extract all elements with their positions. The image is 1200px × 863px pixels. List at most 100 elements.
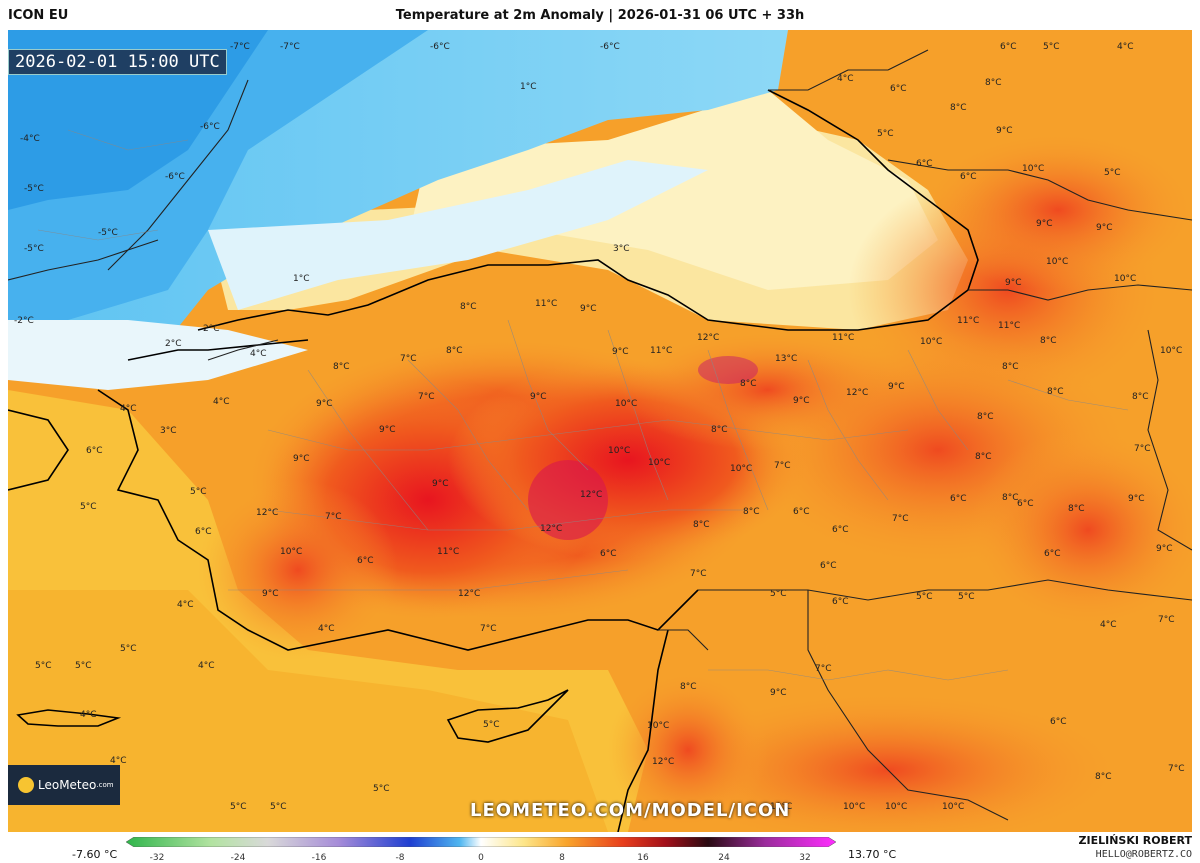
author-name: ZIELIŃSKI ROBERT [1078, 834, 1192, 847]
temperature-label: 12°C [540, 524, 563, 534]
temperature-label: 10°C [608, 446, 631, 456]
temperature-label: 5°C [958, 592, 975, 602]
temperature-label: 6°C [960, 172, 977, 182]
temperature-label: 6°C [1050, 717, 1067, 727]
temperature-label: 4°C [1117, 42, 1134, 52]
temperature-label: 5°C [120, 644, 137, 654]
temperature-label: 8°C [1040, 336, 1057, 346]
temperature-label: -6°C [200, 122, 220, 132]
temperature-label: 2°C [165, 339, 182, 349]
temperature-label: 11°C [998, 321, 1021, 331]
logo-suffix: .com [96, 781, 114, 789]
temperature-label: 12°C [458, 589, 481, 599]
temperature-label: 9°C [1156, 544, 1173, 554]
temperature-label: 12°C [652, 757, 675, 767]
temperature-label: 6°C [357, 556, 374, 566]
temperature-label: 2°C [203, 324, 220, 334]
temperature-label: 8°C [1095, 772, 1112, 782]
temperature-label: 5°C [35, 661, 52, 671]
temperature-label: 8°C [975, 452, 992, 462]
logo-brand: LeoMeteo [38, 778, 97, 792]
temperature-label: -6°C [430, 42, 450, 52]
temperature-label: 10°C [843, 802, 866, 812]
temperature-label: 10°C [1022, 164, 1045, 174]
temperature-label: 5°C [916, 592, 933, 602]
temperature-label: -7°C [280, 42, 300, 52]
model-name: ICON EU [8, 8, 69, 23]
author-email[interactable]: HELLO@ROBERTZ.CO [1095, 849, 1192, 860]
temperature-label: 1°C [293, 274, 310, 284]
temperature-label: -7°C [230, 42, 250, 52]
temperature-label: 5°C [770, 589, 787, 599]
temperature-label: 6°C [832, 525, 849, 535]
temperature-label: 10°C [942, 802, 965, 812]
temperature-label: 7°C [480, 624, 497, 634]
temperature-label: 8°C [1068, 504, 1085, 514]
temperature-label: 6°C [832, 597, 849, 607]
colorbar-tick-label: -16 [311, 853, 327, 863]
temperature-label: 9°C [262, 589, 279, 599]
colorbar-tick-label: 0 [478, 853, 484, 863]
temperature-label: 10°C [648, 458, 671, 468]
header-bar: ICON EU Temperature at 2m Anomaly | 2026… [0, 0, 1200, 30]
temperature-label: 10°C [1160, 346, 1183, 356]
temperature-label: 7°C [1158, 615, 1175, 625]
temperature-label: 8°C [740, 379, 757, 389]
colorbar-tick-label: -24 [230, 853, 246, 863]
temperature-label: 3°C [160, 426, 177, 436]
temperature-label: 8°C [950, 103, 967, 113]
temperature-label: 4°C [120, 404, 137, 414]
temperature-label: 9°C [793, 396, 810, 406]
temperature-label: 9°C [293, 454, 310, 464]
temperature-label: 5°C [1043, 42, 1060, 52]
valid-time-badge: 2026-02-01 15:00 UTC [8, 49, 227, 75]
temperature-label: 10°C [1046, 257, 1069, 267]
temperature-label: 7°C [1168, 764, 1185, 774]
colorbar-tick-label: 8 [559, 853, 565, 863]
temperature-label: -5°C [98, 228, 118, 238]
temperature-label: 8°C [680, 682, 697, 692]
temperature-label: 6°C [1000, 42, 1017, 52]
temperature-label: 8°C [333, 362, 350, 372]
temperature-label: 8°C [446, 346, 463, 356]
temperature-label: 12°C [697, 333, 720, 343]
temperature-label: 10°C [615, 399, 638, 409]
temperature-label: 10°C [647, 721, 670, 731]
temperature-label: 8°C [743, 507, 760, 517]
temperature-label: 10°C [920, 337, 943, 347]
temperature-label: 6°C [1017, 499, 1034, 509]
weather-map[interactable]: -7°C -7°C -6°C -6°C 1°C -6°C -4°C -6°C -5°C -5°C -… [8, 30, 1192, 832]
colorbar-tick-label: -32 [149, 853, 165, 863]
temperature-label: 3°C [613, 244, 630, 254]
temperature-label: 9°C [1005, 278, 1022, 288]
colorbar-tick-label: 24 [718, 853, 730, 863]
temperature-label: 5°C [1104, 168, 1121, 178]
temperature-label: -5°C [24, 184, 44, 194]
temperature-label: 4°C [250, 349, 267, 359]
temperature-label: 12°C [256, 508, 279, 518]
temperature-label: 5°C [373, 784, 390, 794]
temperature-label: -2°C [14, 316, 34, 326]
temperature-label: 5°C [877, 129, 894, 139]
temperature-label: 4°C [177, 600, 194, 610]
temperature-label: 7°C [1134, 444, 1151, 454]
leometeo-logo[interactable]: LeoMeteo .com [8, 765, 120, 805]
temperature-label: 8°C [985, 78, 1002, 88]
temperature-label: 4°C [80, 710, 97, 720]
temperature-label: -6°C [600, 42, 620, 52]
temperature-label: 10°C [280, 547, 303, 557]
temperature-label: 7°C [774, 461, 791, 471]
temperature-label: 9°C [1128, 494, 1145, 504]
temperature-label: 9°C [1096, 223, 1113, 233]
temperature-label: 9°C [1036, 219, 1053, 229]
temperature-label: 8°C [1002, 362, 1019, 372]
temperature-label: 8°C [460, 302, 477, 312]
anomaly-field [8, 30, 1192, 832]
temperature-label: 9°C [379, 425, 396, 435]
colorbar-tick-label: 32 [799, 853, 811, 863]
temperature-label: 8°C [977, 412, 994, 422]
temperature-label: 6°C [600, 549, 617, 559]
temperature-label: -4°C [20, 134, 40, 144]
temperature-label: 5°C [270, 802, 287, 812]
temperature-label: 8°C [1132, 392, 1149, 402]
